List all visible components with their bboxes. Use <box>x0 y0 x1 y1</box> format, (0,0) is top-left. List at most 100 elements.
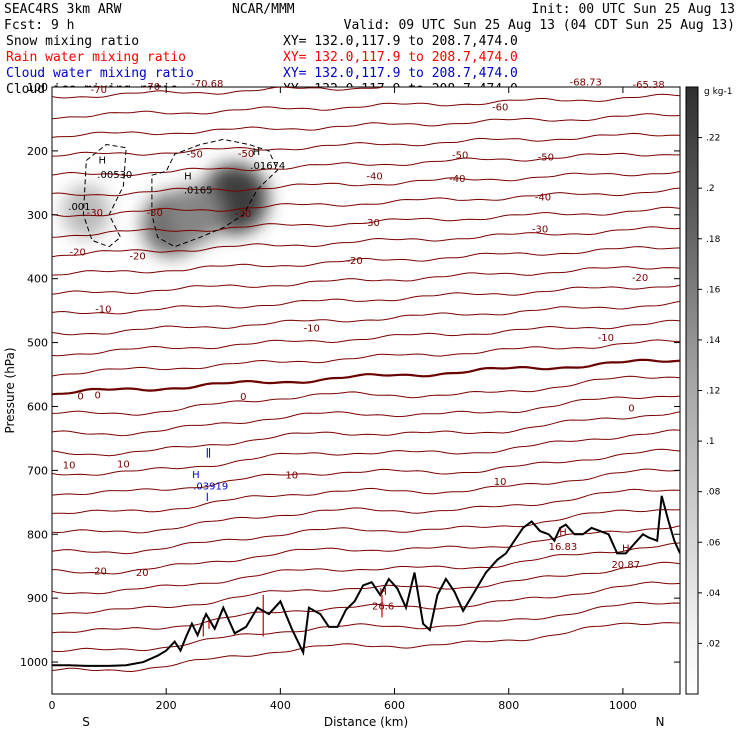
y-tick-label: 900 <box>27 592 48 605</box>
y-tick-label: 200 <box>27 145 48 158</box>
y-tick-label: 300 <box>27 209 48 222</box>
isotherm-label: -30 <box>532 224 548 235</box>
colorbar-tick-label: .14 <box>706 336 721 346</box>
isotherm-label: 0 <box>94 391 100 402</box>
colorbar-tick-label: .06 <box>706 538 721 548</box>
colorbar-tick-label: .04 <box>706 589 721 599</box>
snow-maximum <box>62 184 110 239</box>
y-tick-label: 100 <box>27 81 48 94</box>
isotherm-label: 10 <box>63 460 76 471</box>
colorbar-tick-label: .22 <box>706 134 720 144</box>
rain-label: H <box>559 527 567 538</box>
isotherm-label: -20 <box>70 247 86 258</box>
colorbar-tick-label: .12 <box>706 387 720 397</box>
isotherm-label: -50 <box>187 150 203 161</box>
field-xy: XY= 132.0,117.9 to 208.7,474.0 <box>283 66 518 81</box>
colorbar-gradient <box>685 86 699 695</box>
isotherm-label: -10 <box>598 333 614 344</box>
isotherm-label: -20 <box>632 273 648 284</box>
cloud-water-label: H <box>192 470 200 481</box>
isotherm-label: -30 <box>87 208 103 219</box>
temperature-isotherms <box>52 87 680 673</box>
field-label: Rain water mixing ratio <box>6 50 186 65</box>
isotherm <box>52 319 680 357</box>
y-tick-label: 400 <box>27 273 48 286</box>
isotherm <box>52 509 680 555</box>
isotherm <box>52 113 680 138</box>
isotherm-label: -68.73 <box>570 78 602 89</box>
isotherm-label: 0 <box>628 403 634 414</box>
isotherm <box>52 581 680 634</box>
terrain-line <box>52 495 680 667</box>
isotherm-label: -65.38 <box>632 80 664 91</box>
y-axis-label: Pressure (hPa) <box>3 347 17 433</box>
valid-label: Valid: 09 UTC Sun 25 Aug 13 (04 CDT Sun … <box>344 18 735 33</box>
isotherm-label: -20 <box>346 256 362 267</box>
isotherm <box>52 266 680 295</box>
colorbar-tick-label: .2 <box>706 184 715 194</box>
x-tick-label: 800 <box>498 699 519 712</box>
y-tick-label: 600 <box>27 400 48 413</box>
x-tick-label: 400 <box>270 699 291 712</box>
cloud-water-contour <box>206 448 211 502</box>
colorbar-unit: g kg-1 <box>704 87 732 97</box>
rain-label: 16.83 <box>549 542 578 553</box>
isotherm-label: 10 <box>494 477 507 488</box>
colorbar: g kg-1 .02 .04 .06 .08 .1 .12 .14 .16 .18 .2 .22 <box>685 86 732 695</box>
isotherm <box>52 226 680 258</box>
isotherm <box>52 542 680 595</box>
left-endpoint-label: S <box>82 715 90 729</box>
isotherm-label: -40 <box>449 174 465 185</box>
snow-contour <box>82 143 127 248</box>
terrain-profile <box>52 495 680 667</box>
field-xy: XY= 132.0,117.9 to 208.7,474.0 <box>283 34 518 49</box>
colorbar-tick-label: .1 <box>706 437 715 447</box>
isotherm-label: -20 <box>129 251 145 262</box>
snow-contours <box>82 138 279 248</box>
x-axis-label: Distance (km) <box>324 715 408 729</box>
cloud-water-label: .03919 <box>193 481 228 492</box>
rain-label: H <box>622 543 630 554</box>
isotherm-label: -10 <box>95 304 111 315</box>
isotherm-label: 0 <box>240 392 246 403</box>
isotherm <box>52 561 680 615</box>
zero-isotherm <box>52 358 680 396</box>
isotherm <box>52 170 680 197</box>
isotherm <box>52 448 680 496</box>
y-tick-label: 800 <box>27 528 48 541</box>
colorbar-tick-label: .02 <box>706 639 720 649</box>
isotherm-label: 0 <box>77 391 83 402</box>
rain-label: 20.87 <box>611 560 640 571</box>
fcst-label: Fcst: 9 h <box>4 18 74 33</box>
rain-label: 26.6 <box>372 601 394 612</box>
isotherm <box>52 93 680 120</box>
axes: 0 200 400 600 800 100010020030040050060070080… <box>3 81 680 729</box>
isotherm <box>52 132 680 157</box>
snow-label: H <box>98 155 106 166</box>
isotherm <box>52 300 680 336</box>
x-tick-label: 1000 <box>609 699 637 712</box>
isotherm-label: -30 <box>235 209 251 220</box>
isotherm <box>52 206 680 238</box>
isotherm-label: -10 <box>304 324 320 335</box>
isotherm-label: 20 <box>94 566 107 577</box>
field-xy: XY= 132.0,117.9 to 208.7,474.0 <box>283 50 518 65</box>
isotherm-label: -50 <box>238 149 254 160</box>
colorbar-tick-label: .16 <box>706 285 721 295</box>
isotherm <box>52 246 680 276</box>
field-label: Cloud water mixing ratio <box>6 66 194 81</box>
isotherm <box>52 339 680 377</box>
snow-label: .01674 <box>250 161 285 172</box>
isotherm-label: -50 <box>538 152 554 163</box>
init-label: Init: 00 UTC Sun 25 Aug 13 <box>532 2 736 17</box>
isotherm-label: -40 <box>366 171 382 182</box>
model-label: SEAC4RS 3km ARW <box>4 2 122 17</box>
x-tick-label: 600 <box>384 699 405 712</box>
isotherm <box>52 468 680 515</box>
isotherm <box>52 411 680 457</box>
snow-shading <box>62 163 269 257</box>
colorbar-tick-label: .18 <box>706 235 721 245</box>
contour-labels: -70 -70 -70.68 -68.73 -65.38 -60 -50 -50 -50 -50 -… <box>63 78 665 613</box>
isotherm <box>52 375 680 416</box>
isotherm-label: 10 <box>285 470 298 481</box>
